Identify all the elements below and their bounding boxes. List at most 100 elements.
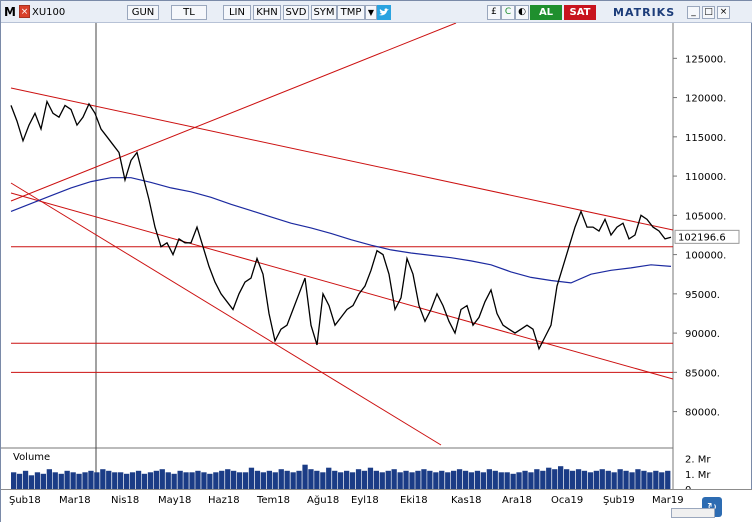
volume-bar [665,470,671,489]
x-axis: Şub18 Mar18 Nis18 May18 Haz18 Tem18 Ağu1… [1,489,752,523]
volume-bar [314,470,320,489]
minimize-button[interactable]: _ [687,6,700,19]
x-tick-label: Mar18 [59,495,91,506]
volume-bar [635,469,641,489]
x-tick-label: Nis18 [111,495,140,506]
y-tick-label: 90000. [685,329,720,340]
volume-tick-label: 0. [685,485,695,491]
volume-bar [88,470,94,489]
volume-bar [474,470,481,489]
volume-bar [409,472,415,489]
volume-bar [70,472,76,489]
volume-bar [296,470,302,489]
volume-bar [569,470,576,489]
refresh-c-icon[interactable]: C [501,5,515,20]
volume-bar [427,470,433,489]
volume-bar [189,472,195,489]
volume-bar [581,470,588,489]
volume-bar [76,473,82,489]
volume-bar [100,469,106,489]
twitter-icon[interactable] [377,5,391,20]
volume-bar [575,469,582,489]
y-tick-label: 110000. [685,172,726,183]
pound-icon[interactable]: £ [487,5,501,20]
volume-bar [58,473,64,489]
volume-bar [129,472,136,489]
volume-bar [135,470,142,489]
volume-bar [231,470,237,489]
x-tick-label: Eyl18 [351,495,379,506]
volume-bar [564,469,570,489]
volume-bar [248,467,255,489]
y-tick-label: 120000. [685,94,726,105]
x-tick-label: Eki18 [400,495,428,506]
volume-bar [34,472,41,489]
trendline-lower-channel [10,182,442,446]
volume-bar [486,469,492,489]
window-close-button[interactable]: × [717,6,730,19]
volume-bar [605,470,611,489]
last-value-label: 102196.6 [678,232,726,243]
volume-bar [236,472,243,489]
volume-tick-label: 2. Mr [685,455,711,466]
trendline-ascending [10,23,457,202]
volume-bar [332,470,338,489]
volume-bar [106,470,112,489]
khn-button[interactable]: KHN [253,5,281,20]
volume-bar [254,470,261,489]
symbol-field[interactable]: XU100 [32,7,66,18]
volume-bar [462,470,469,489]
volume-bar [415,470,421,489]
y-tick-label: 115000. [685,133,726,144]
x-tick-label: Mar19 [652,495,684,506]
toolbar: M × XU100 GUN TL LIN KHN SVD SYM TMP ▼ £… [1,1,752,23]
x-tick-label: Şub19 [603,495,635,506]
volume-bar [587,472,594,489]
app-logo[interactable]: M [4,5,16,19]
y-tick-label: 100000. [685,251,726,262]
volume-bar [112,472,118,489]
last-value-badge [674,229,740,244]
y-tick-label: 85000. [685,368,720,379]
scrollbar[interactable] [671,508,715,518]
volume-bar [159,469,165,489]
sell-button[interactable]: SAT [564,5,596,20]
volume-bar [349,472,356,489]
sym-button[interactable]: SYM [311,5,337,20]
volume-bar [504,472,510,489]
trendline-upper-channel [10,87,674,231]
volume-bar [260,472,266,489]
y-tick-label: 105000. [685,211,726,222]
volume-label: Volume [13,452,50,463]
volume-bar [498,472,504,489]
volume-bar [52,472,58,489]
volume-bar [492,470,498,489]
volume-bar [391,469,397,489]
scale-button[interactable]: LIN [223,5,251,20]
theme-icon[interactable]: ◐ [515,5,529,20]
period-button[interactable]: GUN [127,5,159,20]
volume-bar [171,473,177,489]
volume-bar [201,472,207,489]
buy-button[interactable]: AL [530,5,562,20]
volume-bar [278,469,284,489]
volume-bar [22,470,29,489]
volume-bar [456,469,463,489]
volume-bar [177,470,183,489]
volume-bar [266,470,272,489]
volume-bar [46,469,52,489]
volume-bar [373,470,379,489]
maximize-button[interactable]: □ [702,6,715,19]
close-symbol-button[interactable]: × [19,5,30,18]
template-dropdown-icon[interactable]: ▼ [365,5,377,20]
svd-button[interactable]: SVD [283,5,309,20]
volume-bar [40,473,46,489]
tmp-button[interactable]: TMP [337,5,365,20]
volume-bar [355,469,362,489]
price-chart[interactable]: 80000. 85000. 90000. 95000. 100000. 105000. 11… [1,23,752,491]
volume-bar [94,472,100,489]
volume-bar [225,469,231,489]
volume-bar [11,472,17,489]
volume-bar [647,472,653,489]
currency-button[interactable]: TL [171,5,207,20]
